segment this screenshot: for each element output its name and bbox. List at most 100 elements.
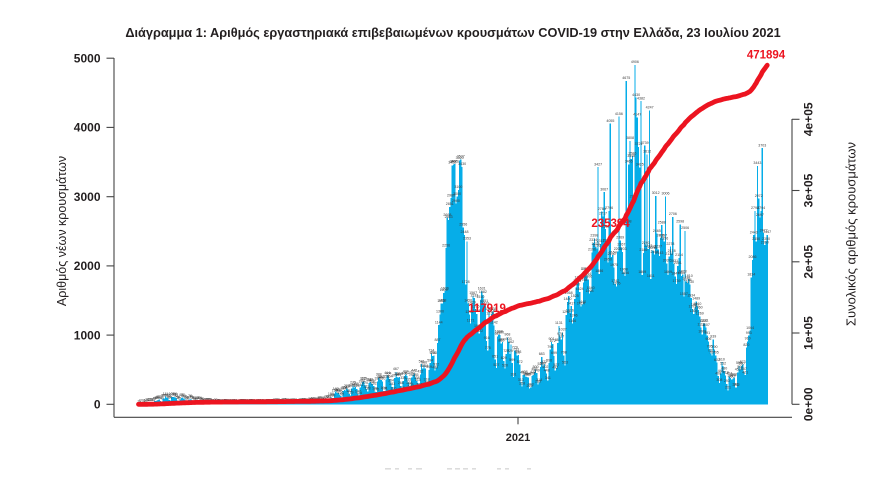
svg-text:389: 389 (525, 373, 531, 377)
svg-text:197: 197 (343, 386, 349, 390)
svg-text:3470: 3470 (451, 159, 459, 163)
svg-text:1335: 1335 (485, 307, 493, 311)
svg-text:129: 129 (348, 391, 354, 395)
svg-text:1305: 1305 (473, 309, 481, 313)
svg-text:3739: 3739 (641, 141, 649, 145)
svg-text:54: 54 (155, 396, 159, 400)
svg-text:1375: 1375 (472, 304, 480, 308)
svg-text:729: 729 (507, 349, 513, 353)
svg-text:1000: 1000 (74, 328, 101, 342)
svg-text:190: 190 (390, 386, 396, 390)
svg-text:225: 225 (344, 384, 350, 388)
svg-text:58: 58 (190, 396, 194, 400)
svg-text:21: 21 (151, 398, 155, 402)
svg-text:2443: 2443 (750, 230, 758, 234)
svg-text:36: 36 (193, 397, 197, 401)
svg-text:594: 594 (427, 358, 433, 362)
svg-text:1631: 1631 (478, 287, 486, 291)
svg-text:2196: 2196 (588, 248, 596, 252)
svg-text:67: 67 (157, 395, 161, 399)
svg-text:2000: 2000 (74, 259, 101, 273)
svg-text:48: 48 (154, 396, 158, 400)
svg-text:2506: 2506 (681, 226, 689, 230)
svg-text:385: 385 (413, 373, 419, 377)
svg-text:516: 516 (422, 364, 428, 368)
svg-text:1375: 1375 (689, 304, 697, 308)
svg-text:4247: 4247 (646, 106, 654, 110)
svg-text:6: 6 (144, 399, 146, 403)
svg-text:2021: 2021 (506, 432, 530, 444)
svg-text:2001: 2001 (674, 261, 682, 265)
svg-text:515: 515 (420, 364, 426, 368)
svg-text:425: 425 (530, 370, 536, 374)
svg-text:50: 50 (195, 396, 199, 400)
svg-text:1166: 1166 (569, 319, 577, 323)
svg-text:47: 47 (159, 396, 163, 400)
svg-text:2369: 2369 (616, 236, 624, 240)
svg-text:2275: 2275 (592, 242, 600, 246)
svg-text:36: 36 (200, 397, 204, 401)
svg-text:3006: 3006 (662, 192, 670, 196)
svg-text:566: 566 (421, 360, 427, 364)
svg-text:384: 384 (395, 373, 401, 377)
svg-text:467: 467 (393, 367, 399, 371)
svg-text:374: 374 (730, 374, 736, 378)
svg-text:1775: 1775 (682, 277, 690, 281)
svg-text:421: 421 (742, 370, 748, 374)
svg-text:268: 268 (406, 381, 412, 385)
svg-text:572: 572 (517, 360, 523, 364)
svg-text:2972: 2972 (755, 194, 763, 198)
svg-text:188: 188 (365, 387, 371, 391)
svg-text:1525: 1525 (571, 294, 579, 298)
svg-text:2207: 2207 (614, 247, 622, 251)
svg-text:406: 406 (402, 371, 408, 375)
svg-text:97: 97 (165, 393, 169, 397)
svg-text:241: 241 (357, 383, 363, 387)
svg-text:186: 186 (372, 387, 378, 391)
svg-text:2706: 2706 (669, 212, 677, 216)
svg-text:39: 39 (199, 397, 203, 401)
svg-text:1480: 1480 (564, 297, 572, 301)
svg-text:83: 83 (182, 394, 186, 398)
svg-text:899: 899 (500, 337, 506, 341)
svg-text:1730: 1730 (686, 280, 694, 284)
svg-text:599: 599 (509, 358, 515, 362)
svg-text:242: 242 (734, 383, 740, 387)
svg-text:1489: 1489 (692, 297, 700, 301)
svg-text:527: 527 (493, 363, 499, 367)
svg-text:288: 288 (535, 380, 541, 384)
svg-text:2334: 2334 (589, 238, 597, 242)
svg-text:0e+00: 0e+00 (802, 387, 816, 421)
svg-text:703: 703 (431, 351, 437, 355)
svg-text:2350: 2350 (762, 237, 770, 241)
svg-text:315: 315 (405, 378, 411, 382)
svg-text:2252: 2252 (593, 244, 601, 248)
svg-text:1636: 1636 (441, 286, 449, 290)
svg-text:393: 393 (524, 372, 530, 376)
svg-text:1360: 1360 (695, 305, 703, 309)
svg-text:3721: 3721 (635, 142, 643, 146)
svg-text:232: 232 (349, 383, 355, 387)
svg-text:358: 358 (383, 375, 389, 379)
svg-text:4675: 4675 (622, 76, 630, 80)
svg-text:552: 552 (720, 361, 726, 365)
svg-text:2215: 2215 (649, 246, 657, 250)
svg-text:790: 790 (547, 345, 553, 349)
svg-text:57: 57 (176, 396, 180, 400)
svg-text:734: 734 (428, 349, 434, 353)
svg-text:2851: 2851 (446, 202, 454, 206)
svg-text:1456: 1456 (464, 299, 472, 303)
svg-text:1316: 1316 (566, 308, 574, 312)
svg-text:502: 502 (737, 365, 743, 369)
svg-text:1568: 1568 (565, 291, 573, 295)
svg-text:404: 404 (726, 372, 732, 376)
svg-text:3000: 3000 (74, 190, 101, 204)
svg-text:21: 21 (145, 398, 149, 402)
svg-text:1292: 1292 (562, 310, 570, 314)
svg-text:991: 991 (704, 331, 710, 335)
svg-text:225: 225 (527, 384, 533, 388)
svg-text:1296: 1296 (465, 310, 473, 314)
svg-text:1567: 1567 (469, 291, 477, 295)
svg-text:201: 201 (725, 386, 731, 390)
svg-text:89: 89 (331, 393, 335, 397)
